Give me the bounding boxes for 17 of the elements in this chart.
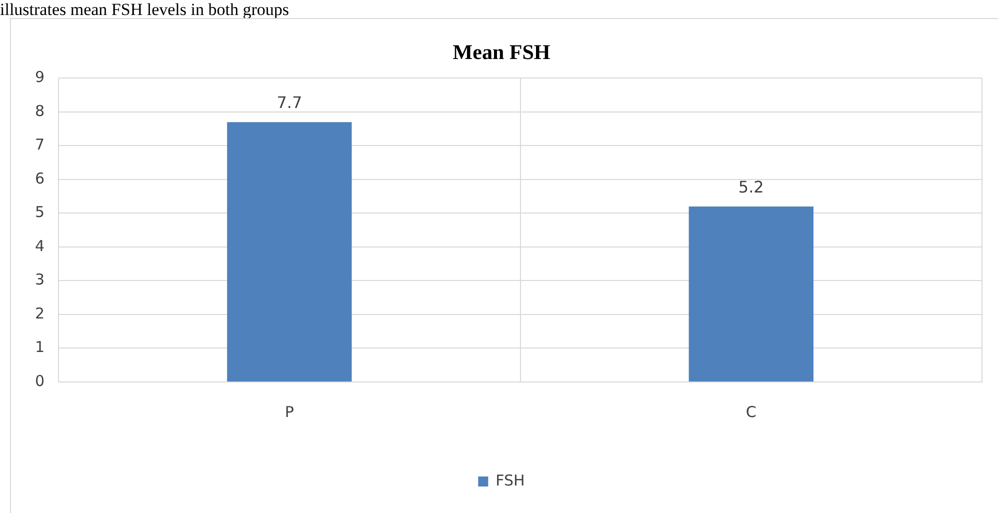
data-label: 5.2: [738, 178, 764, 197]
y-tick-label: 5: [34, 203, 45, 222]
y-tick-label: 9: [34, 68, 45, 86]
y-tick-label: 1: [34, 338, 45, 356]
chart-title: Mean FSH: [452, 40, 550, 64]
y-tick-label: 3: [34, 270, 45, 289]
y-tick-label: 2: [34, 304, 45, 322]
y-tick-label: 8: [34, 102, 45, 120]
text: illustrates mean FSH levels in both groups: [0, 0, 289, 20]
y-tick-label: 7: [34, 136, 45, 154]
x-tick-label: C: [746, 402, 756, 421]
data-label: 7.7: [276, 93, 302, 112]
y-tick-label: 4: [34, 236, 45, 255]
x-tick-label: P: [284, 402, 294, 421]
y-tick-label: 6: [34, 169, 45, 188]
y-tick-label: 0: [34, 372, 45, 390]
legend-label: FSH: [496, 471, 525, 490]
